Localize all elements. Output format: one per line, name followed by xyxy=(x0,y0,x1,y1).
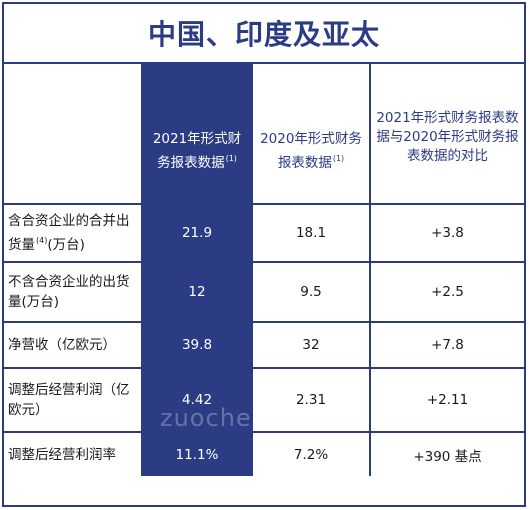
row-label: 净营收（亿欧元） xyxy=(4,321,143,369)
value-change: +3.8 xyxy=(369,203,524,263)
table-row: 调整后经营利润（亿欧元） 4.42 2.31 +2.11 xyxy=(4,367,524,433)
value-2021: 11.1% xyxy=(141,431,253,476)
row-label: 调整后经营利润（亿欧元） xyxy=(4,367,143,433)
column-header-2021: 2021年形式财务报表数据(1) xyxy=(141,64,253,204)
value-2020: 7.2% xyxy=(251,431,371,476)
value-2020: 32 xyxy=(251,321,371,369)
row-label: 含合资企业的合并出货量(4)(万台) xyxy=(4,203,143,263)
row-label-text: 净营收（亿欧元） xyxy=(8,337,116,353)
table-title-bar: 中国、印度及亚太 xyxy=(4,4,524,64)
row-label-text: 调整后经营利润率 xyxy=(8,446,116,463)
value-2021: 12 xyxy=(141,261,253,323)
value-2021: 21.9 xyxy=(141,203,253,263)
corner-cell xyxy=(4,64,143,204)
table-row: 含合资企业的合并出货量(4)(万台) 21.9 18.1 +3.8 xyxy=(4,203,524,263)
value-2020: 9.5 xyxy=(251,261,371,323)
value-2021: 39.8 xyxy=(141,321,253,369)
value-2020: 18.1 xyxy=(251,203,371,263)
row-label-text: 调整后经营利润（亿欧元） xyxy=(8,382,130,418)
column-header-label: 2021年形式财务报表数据与2020年形式财务报表数据的对比 xyxy=(376,110,519,164)
footnote-marker: (1) xyxy=(332,154,345,163)
row-label-text: 含合资企业的合并出货量 xyxy=(8,213,130,253)
column-header-label: 2020年形式财务报表数据 xyxy=(260,131,362,171)
column-header-label: 2021年形式财务报表数据 xyxy=(152,131,242,171)
value-2021: 4.42 xyxy=(141,367,253,433)
row-label-text: 不含合资企业的出货量(万台) xyxy=(8,274,130,310)
value-change: +7.8 xyxy=(369,321,524,369)
value-change: +2.11 xyxy=(369,367,524,433)
footnote-marker: (1) xyxy=(225,154,237,163)
table-row: 调整后经营利润率 11.1% 7.2% +390 基点 xyxy=(4,431,524,476)
header-row: 2021年形式财务报表数据(1) 2020年形式财务报表数据(1) 2021年形… xyxy=(4,64,524,204)
column-header-comparison: 2021年形式财务报表数据与2020年形式财务报表数据的对比 xyxy=(369,64,524,204)
table-title: 中国、印度及亚太 xyxy=(147,18,380,51)
financial-table: 2021年形式财务报表数据(1) 2020年形式财务报表数据(1) 2021年形… xyxy=(4,64,524,476)
table-row: 净营收（亿欧元） 39.8 32 +7.8 xyxy=(4,321,524,369)
value-change: +390 基点 xyxy=(369,431,524,476)
row-label: 调整后经营利润率 xyxy=(4,431,143,476)
footnote-marker: (4) xyxy=(36,236,48,245)
value-2020: 2.31 xyxy=(251,367,371,433)
value-change: +2.5 xyxy=(369,261,524,323)
row-label: 不含合资企业的出货量(万台) xyxy=(4,261,143,323)
column-header-2020: 2020年形式财务报表数据(1) xyxy=(251,64,371,204)
row-label-unit: (万台) xyxy=(47,237,85,253)
table-frame: 中国、印度及亚太 2021年形式财务报表数据(1) 2020年形式财务报表数据(… xyxy=(2,2,526,507)
table-row: 不含合资企业的出货量(万台) 12 9.5 +2.5 xyxy=(4,261,524,323)
